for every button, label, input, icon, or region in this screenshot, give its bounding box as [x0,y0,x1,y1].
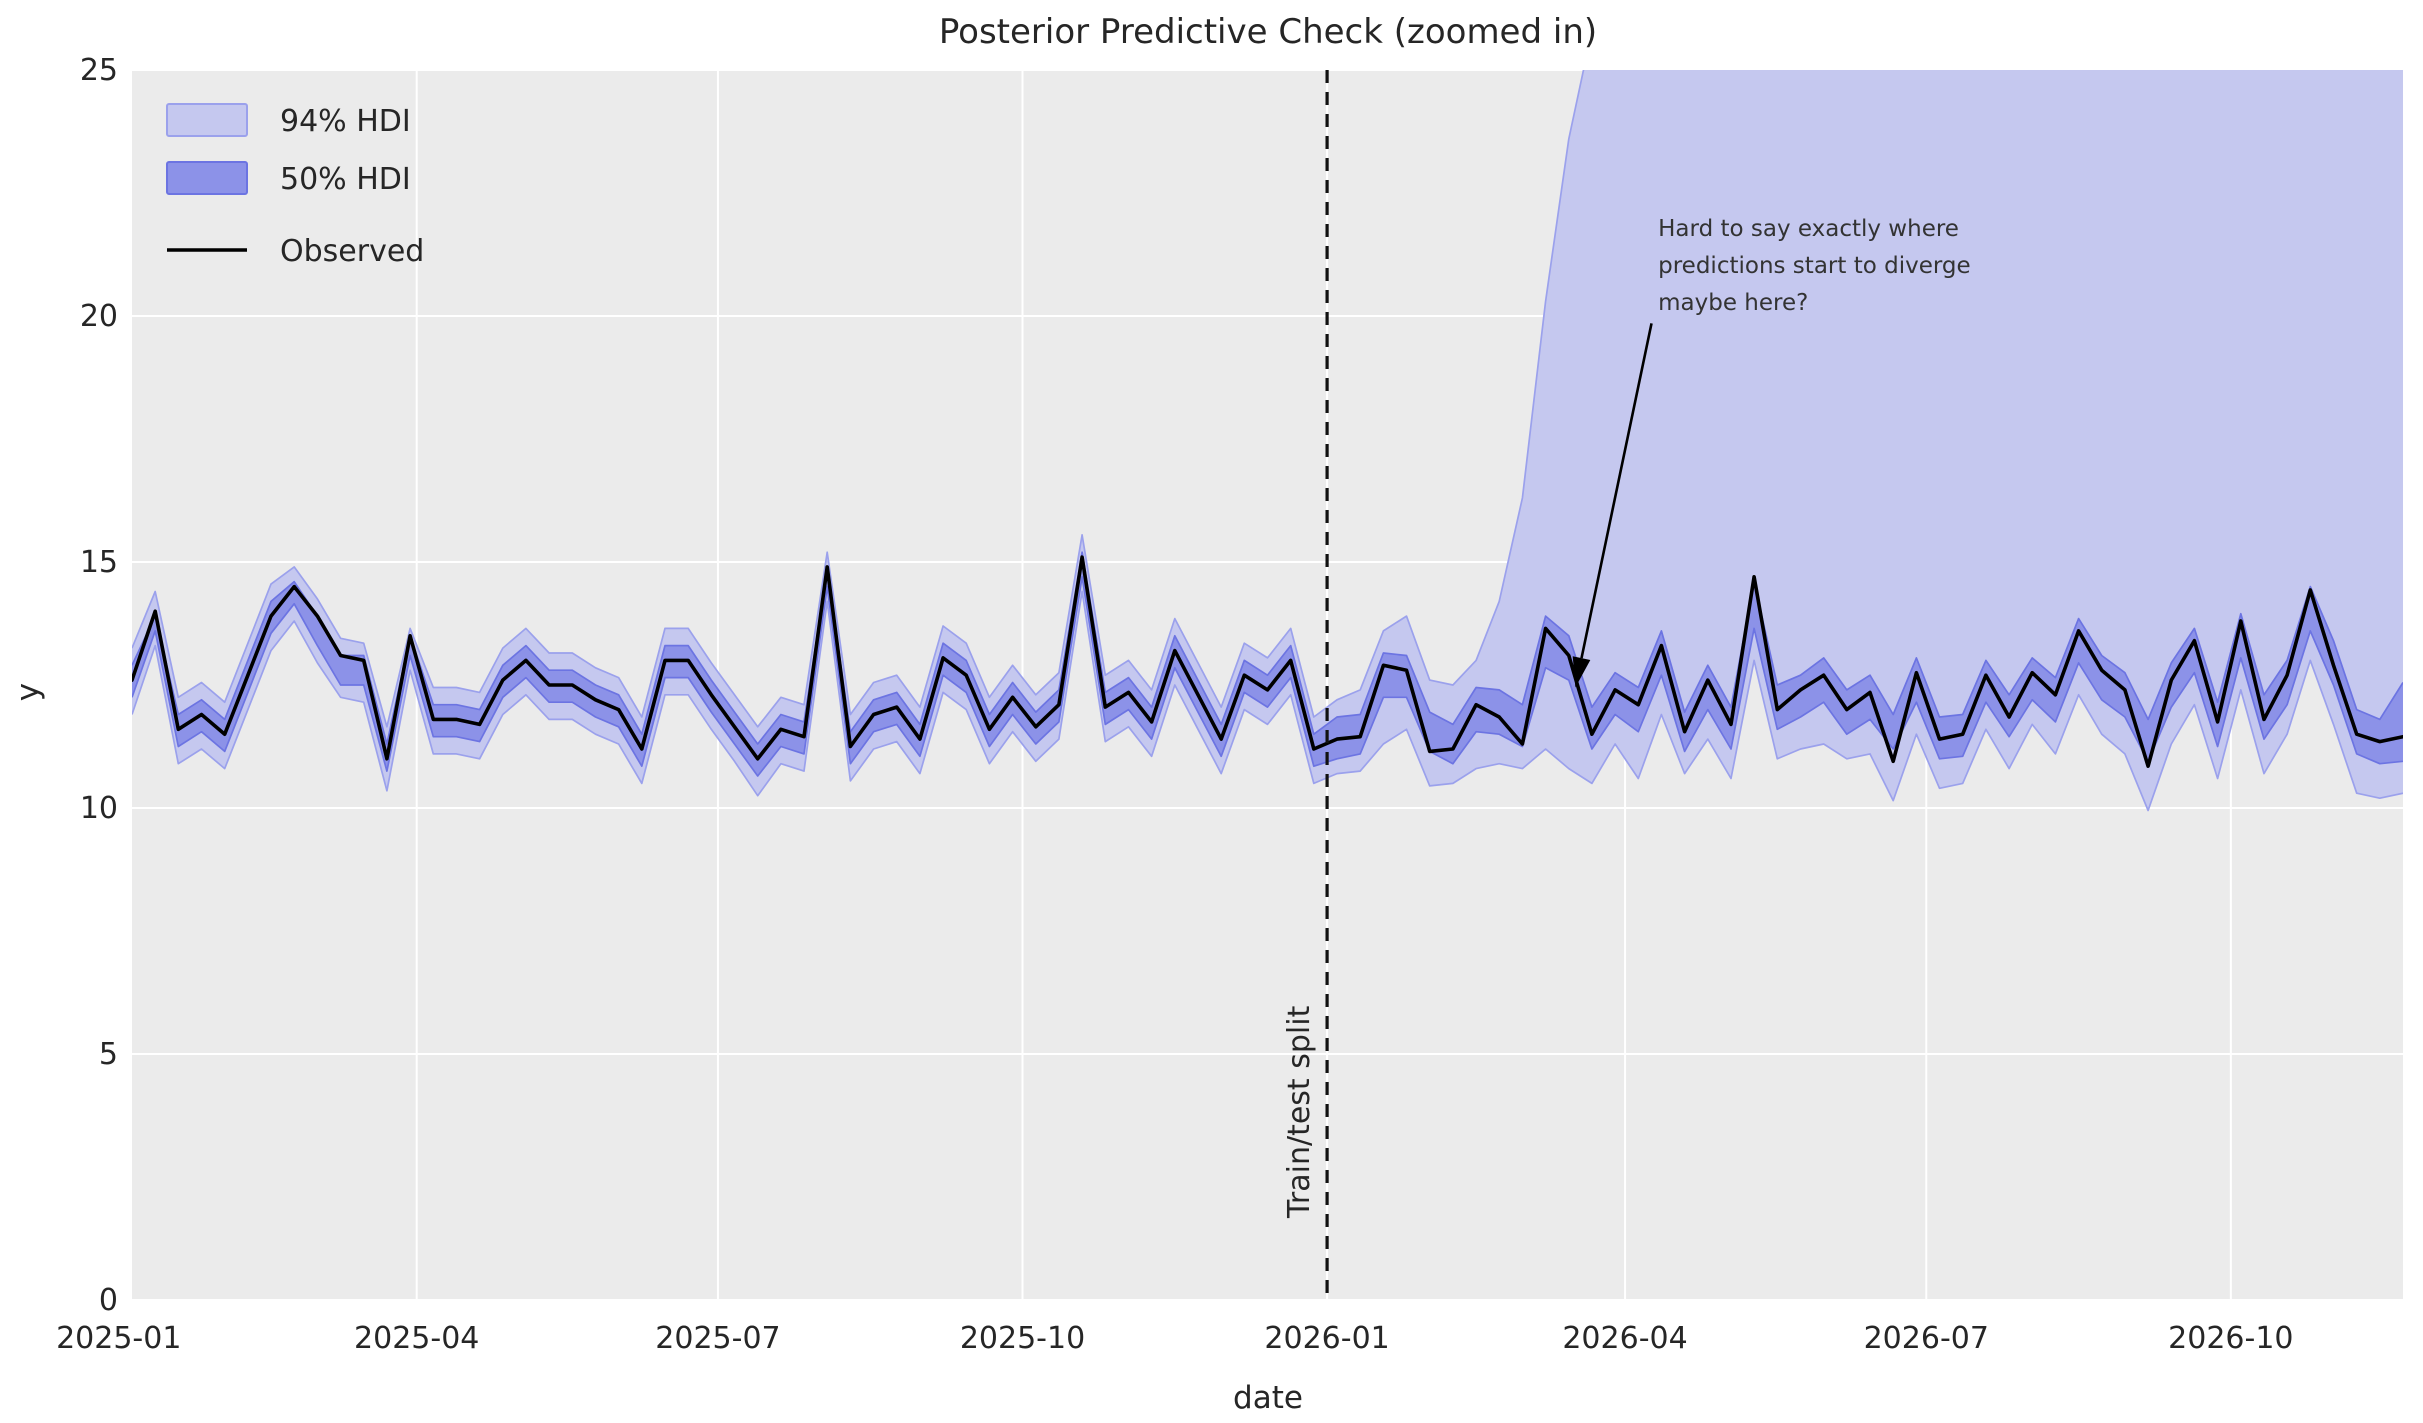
y-tick-label: 15 [80,545,118,580]
legend-label-observed: Observed [280,234,424,269]
chart-title: Posterior Predictive Check (zoomed in) [939,12,1597,52]
x-axis-label: date [1233,1380,1303,1416]
legend: 94% HDI 50% HDI Observed [166,103,424,269]
x-tick-label: 2025-07 [655,1321,780,1356]
annotation-arrow [1580,323,1653,659]
observed-line [132,555,2403,769]
legend-swatch-94-hdi [166,103,248,137]
annotation-arrowhead [1572,656,1591,688]
y-tick-label: 10 [80,791,118,826]
x-tick-label: 2025-01 [56,1321,181,1356]
x-tick-label: 2025-04 [354,1321,479,1356]
x-tick-label: 2026-10 [2168,1321,2293,1356]
legend-item-50-hdi: 50% HDI [166,161,411,197]
hdi-94-lower-edge [132,590,2403,812]
x-tick-label: 2025-10 [960,1321,1085,1356]
annotation-text: predictions start to diverge [1658,253,1971,279]
annotation-text: maybe here? [1658,290,1808,316]
train-test-split-label: Train/test split [1282,1005,1317,1219]
y-tick-labels: 0 5 10 15 20 25 [80,53,118,1318]
y-tick-label: 20 [80,299,118,334]
y-tick-label: 25 [80,53,118,88]
legend-item-observed: Observed [167,234,424,269]
legend-item-94-hdi: 94% HDI [166,103,411,139]
legend-label-94-hdi: 94% HDI [280,104,411,139]
annotation-text: Hard to say exactly where [1658,216,1959,242]
y-tick-label: 5 [99,1037,118,1072]
x-tick-labels: 2025-01 2025-04 2025-07 2025-10 2026-01 2026-… [56,1321,2293,1356]
legend-swatch-50-hdi [166,161,248,195]
y-axis-label: y [10,683,46,701]
x-tick-label: 2026-04 [1562,1321,1687,1356]
annotation: Hard to say exactly where predictions st… [1572,216,1971,688]
x-tick-label: 2026-01 [1264,1321,1389,1356]
hdi-94-upper-edge [132,70,1585,728]
hdi-94-band [132,70,2403,811]
hdi-50-lower-edge [132,575,2403,777]
legend-label-50-hdi: 50% HDI [280,162,411,197]
y-tick-label: 0 [99,1283,118,1318]
x-tick-label: 2026-07 [1864,1321,1989,1356]
hdi-50-upper-edge [132,551,2403,745]
